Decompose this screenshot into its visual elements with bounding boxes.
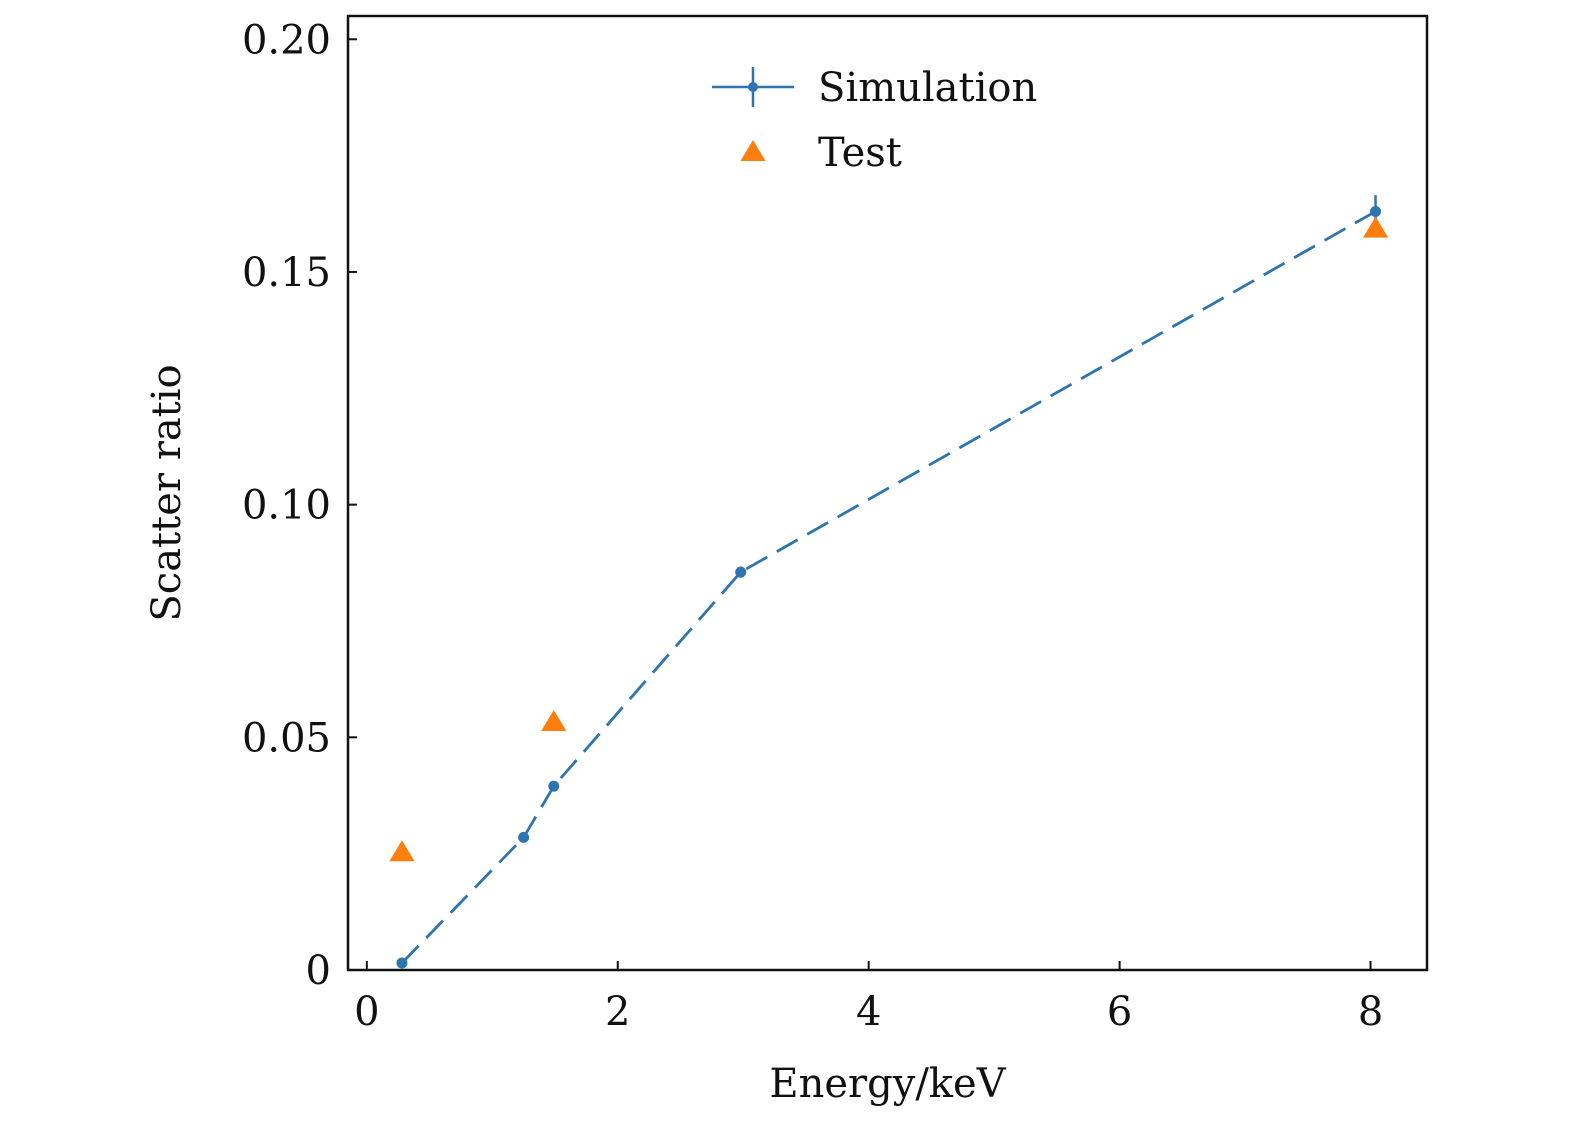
y-tick-label: 0.20 — [242, 17, 331, 63]
simulation-point — [548, 780, 560, 792]
x-tick-label: 4 — [856, 989, 881, 1035]
legend-item-test: Test — [740, 130, 902, 176]
legend-simulation-label: Simulation — [818, 65, 1037, 111]
legend: Simulation Test — [712, 65, 1037, 176]
y-tick-label: 0.05 — [242, 715, 331, 761]
simulation-line — [400, 210, 1377, 964]
x-tick-label: 8 — [1358, 989, 1383, 1035]
simulation-point — [396, 957, 408, 969]
x-tick-label: 6 — [1107, 989, 1132, 1035]
legend-simulation-marker — [748, 82, 758, 92]
simulation-point — [735, 566, 747, 578]
test-point — [389, 840, 415, 862]
x-tick-label: 0 — [354, 989, 379, 1035]
y-tick-label: 0.10 — [242, 483, 331, 529]
x-tick-label: 2 — [605, 989, 630, 1035]
simulation-point — [1370, 205, 1382, 217]
y-axis-label: Scatter ratio — [144, 364, 190, 621]
test-point — [541, 709, 567, 731]
legend-item-simulation: Simulation — [712, 65, 1037, 111]
legend-test-label: Test — [818, 130, 902, 176]
axes-frame — [346, 14, 1429, 972]
ticks: 0 2 4 6 8 0 0.05 0.10 0.15 0.20 — [242, 17, 1383, 1035]
plot-area — [389, 195, 1389, 969]
simulation-point — [518, 831, 530, 843]
axes — [346, 14, 1429, 972]
legend-test-marker — [740, 140, 766, 161]
x-axis-label: Energy/keV — [769, 1061, 1006, 1107]
y-tick-label: 0 — [306, 948, 331, 994]
test-point — [1362, 216, 1389, 238]
y-tick-label: 0.15 — [242, 250, 331, 296]
